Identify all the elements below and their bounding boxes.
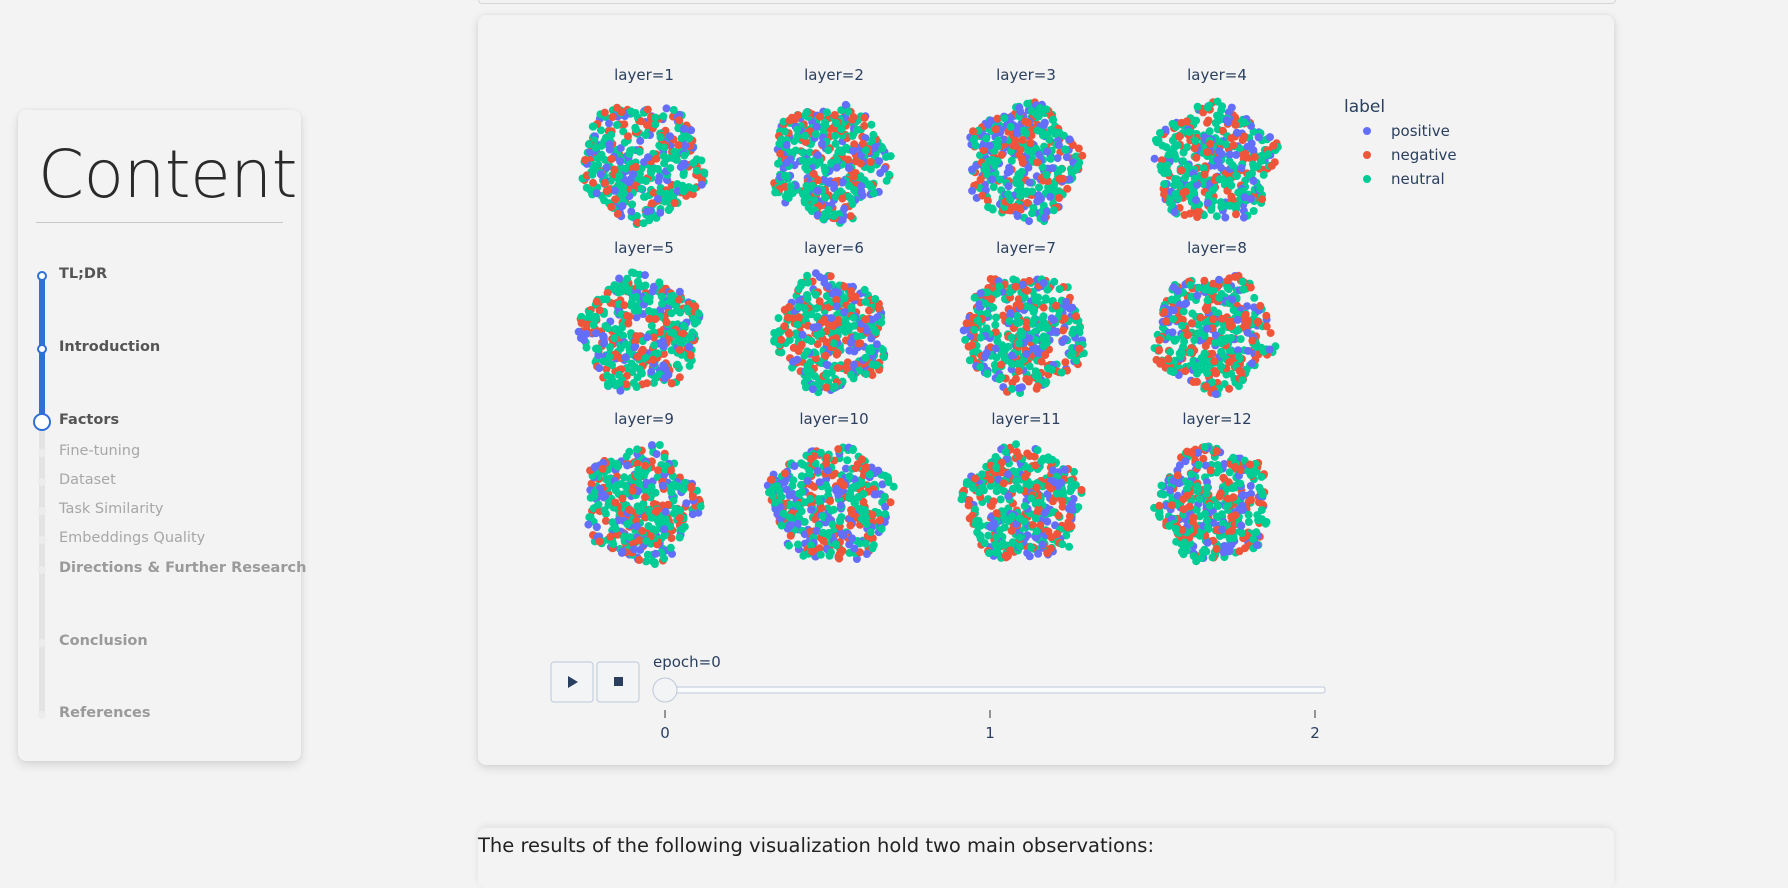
facet-points-4 [1151,98,1282,222]
toc-marker-3 [38,449,46,457]
toc-link-task-similarity[interactable]: Task Similarity [59,501,163,517]
facet-title-5: layer=5 [614,239,674,257]
legend-marker-positive[interactable] [1363,127,1371,135]
facet-points-2 [770,101,895,227]
facet-points-6 [770,269,888,396]
toc-marker-2 [33,413,51,431]
faceted-scatter-plot: layer=1 layer=2 layer=3 layer=4 layer=5 layer… [478,15,1614,765]
legend-marker-negative[interactable] [1363,151,1371,159]
facet-title-8: layer=8 [1187,239,1247,257]
slider-rail[interactable] [655,687,1325,693]
toc-link-directions-further-research[interactable]: Directions & Further Research [59,560,306,576]
legend-item-positive[interactable]: positive [1391,122,1450,140]
toc-divider [36,222,283,223]
facet-points-5 [575,269,704,395]
text-section-card: The results of the following visualizati… [478,828,1614,888]
facet-points-8 [1151,272,1280,398]
toc-link-factors[interactable]: Factors [59,412,119,428]
facet-title-6: layer=6 [804,239,864,257]
facet-title-10: layer=10 [799,410,868,428]
facet-title-3: layer=3 [996,66,1056,84]
facet-points-10 [764,444,898,564]
toc-link-dataset[interactable]: Dataset [59,472,116,488]
legend-item-negative[interactable]: negative [1391,146,1457,164]
facet-title-4: layer=4 [1187,66,1247,84]
toc-marker-4 [38,478,46,486]
facet-points-9 [584,441,704,568]
facet-title-11: layer=11 [991,410,1060,428]
slider-handle[interactable] [653,678,677,702]
toc-marker-0 [37,271,47,281]
facet-points-3 [966,98,1086,225]
slider-tick-label-2: 2 [1310,724,1320,742]
toc-title: Content [38,136,297,213]
facet-points-11 [958,440,1086,562]
toc-marker-9 [38,711,46,719]
legend-item-neutral[interactable]: neutral [1391,170,1445,188]
facet-title-2: layer=2 [804,66,864,84]
toc-marker-5 [38,507,46,515]
toc-marker-6 [38,536,46,544]
embedding-scatter-figure: layer=1 layer=2 layer=3 layer=4 layer=5 layer… [478,15,1614,765]
toc-link-embeddings-quality[interactable]: Embeddings Quality [59,530,205,546]
toc-link-fine-tuning[interactable]: Fine-tuning [59,443,140,459]
facet-points-1 [579,104,709,228]
slider-tick-label-1: 1 [985,724,995,742]
toc-link-introduction[interactable]: Introduction [59,339,160,355]
toc-marker-1 [37,344,47,354]
slider-tick-label-0: 0 [660,724,670,742]
toc-marker-7 [38,566,46,574]
facet-points-7 [960,275,1088,397]
facet-title-1: layer=1 [614,66,674,84]
observations-intro: The results of the following visualizati… [478,834,1154,857]
toc-marker-8 [38,639,46,647]
slider-current-label: epoch=0 [653,653,721,671]
table-of-contents: Content TL;DR Introduction Factors Fine-tun… [18,110,301,761]
toc-link-tl-dr[interactable]: TL;DR [59,266,107,282]
legend-marker-neutral[interactable] [1363,175,1371,183]
legend-title: label [1344,97,1385,117]
facet-title-7: layer=7 [996,239,1056,257]
facet-points-12 [1150,443,1270,566]
toc-link-conclusion[interactable]: Conclusion [59,633,148,649]
previous-section-card [478,0,1616,4]
facet-title-12: layer=12 [1182,410,1251,428]
stop-icon [614,677,623,686]
toc-link-references[interactable]: References [59,705,151,721]
facet-title-9: layer=9 [614,410,674,428]
